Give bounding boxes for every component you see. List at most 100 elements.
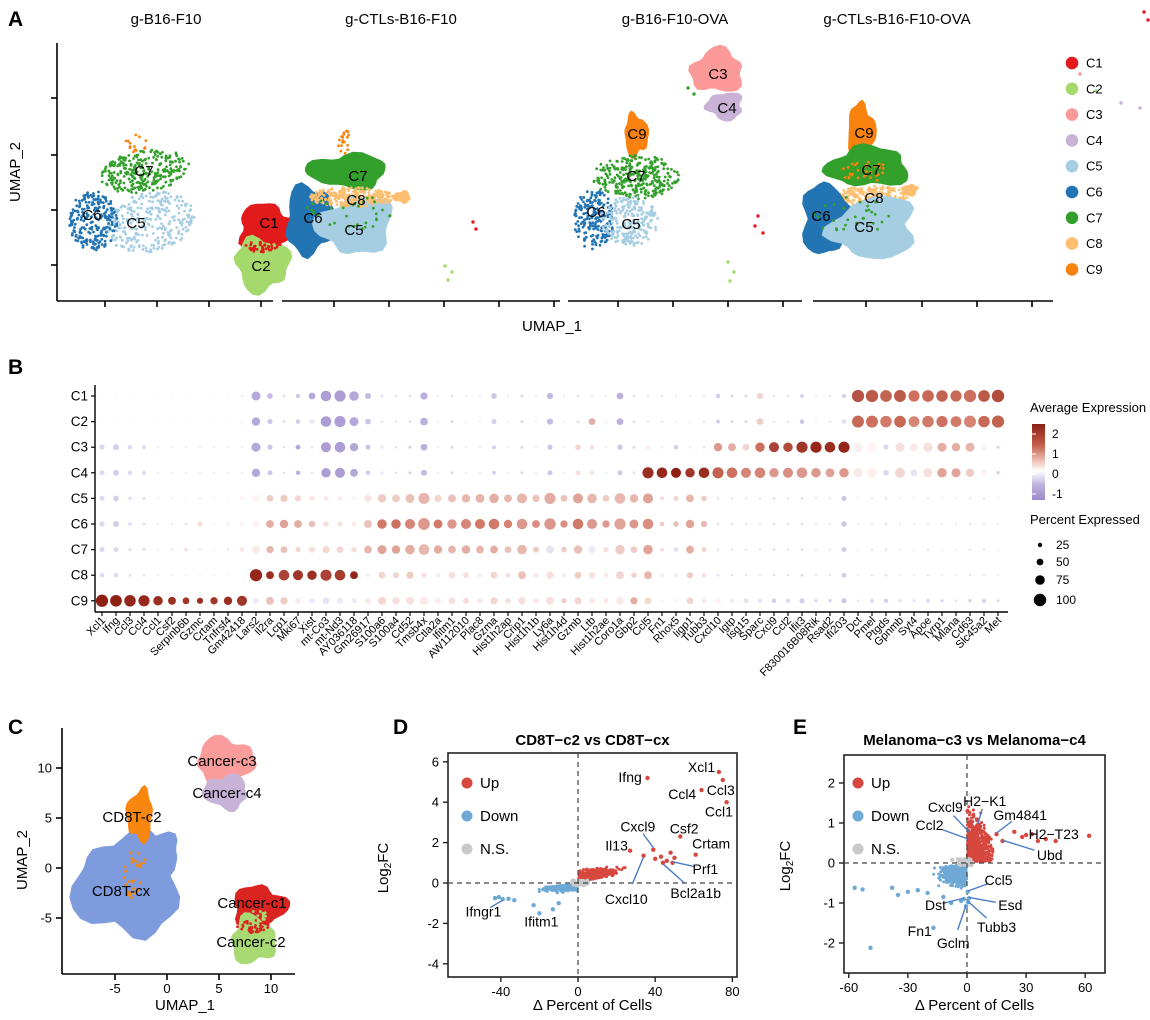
- x-axis-title: UMAP_1: [522, 318, 582, 335]
- y-tick-label: 0: [828, 856, 835, 871]
- panel-c: C 10 5 0 -5 -5 0 5 10 UMAP_1 UMAP_2 CD8T-c2 CD8T-cx C…: [8, 716, 295, 1014]
- x-axis-title: UMAP_1: [155, 997, 215, 1014]
- cluster-blob-C5: [312, 195, 393, 255]
- panel-a-clusters: [68, 10, 1150, 296]
- x-tick-label: -5: [109, 981, 121, 996]
- row-label-C7: C7: [71, 542, 88, 557]
- legend-label-C2: C2: [1086, 81, 1103, 96]
- cluster-label-C8: C8: [864, 190, 883, 207]
- y-tick-label: 1: [828, 816, 835, 831]
- row-label-C1: C1: [71, 389, 88, 404]
- leader-line: [977, 808, 983, 825]
- gene-callout-Cxcl10: Cxcl10: [605, 891, 648, 907]
- legend-label-Down: Down: [871, 808, 909, 825]
- cluster-blob-C3: [688, 44, 743, 92]
- panel-d: D CD8T−c2 vs CD8T−cx -40 0 40 80 6 4 2 0 -2 -4 Ifng X…: [375, 716, 740, 1014]
- cluster-label-C3: C3: [708, 66, 727, 83]
- leader-line: [996, 820, 1013, 834]
- subplot-title-2: g-B16-F10-OVA: [622, 11, 728, 28]
- colorbar-tick: -1: [1052, 487, 1063, 501]
- legend-swatch-Up: [461, 777, 473, 789]
- legend-label-C7: C7: [1086, 210, 1103, 225]
- cluster-label-Cancer-c2: Cancer-c2: [216, 934, 285, 951]
- gene-callout-Dst: Dst: [925, 897, 946, 913]
- cluster-label-C8: C8: [346, 192, 365, 209]
- subplot-title-1: g-CTLs-B16-F10: [345, 11, 457, 28]
- cluster-blob-C7: [304, 151, 386, 192]
- plot-title: Melanoma−c3 vs Melanoma−c4: [863, 732, 1086, 749]
- cluster-label-C9: C9: [627, 126, 646, 143]
- cluster-blob-CD8T-cx: [121, 831, 178, 884]
- row-label-C6: C6: [71, 517, 88, 532]
- legend-swatch-C8: [1065, 237, 1079, 250]
- row-label-C3: C3: [71, 440, 88, 455]
- stray-dots-C2: [443, 264, 454, 282]
- cluster-scatter-C7: [812, 196, 891, 232]
- percent-dot-100: [1033, 593, 1047, 607]
- legend-swatch-C9: [1065, 263, 1079, 276]
- plot-legend: Up Down N.S.: [852, 775, 909, 858]
- cluster-label-Cancer-c4: Cancer-c4: [192, 785, 261, 802]
- mass-ns: [955, 856, 974, 868]
- x-tick-label: -40: [491, 984, 510, 999]
- stray-dots-C7: [686, 86, 696, 96]
- plot-axes: [839, 782, 1086, 978]
- x-tick-label: 5: [215, 981, 222, 996]
- legend-swatch-N.S.: [461, 843, 473, 855]
- stray-dots-C1: [1142, 10, 1150, 22]
- row-label-C4: C4: [71, 465, 89, 480]
- cluster-blob-C7: [821, 143, 909, 187]
- y-tick-label: -1: [823, 896, 835, 911]
- cluster-scatter-C9: [337, 129, 350, 155]
- gene-callout-Ubd: Ubd: [1037, 847, 1063, 863]
- stray-dots-C4: [1119, 101, 1142, 110]
- x-axis-title: Δ Percent of Cells: [533, 997, 652, 1014]
- cluster-label-C6: C6: [811, 208, 830, 225]
- cluster-label-C7: C7: [348, 168, 367, 185]
- percent-label: 100: [1056, 593, 1076, 607]
- y-tick-label: 0: [432, 876, 439, 891]
- cluster-scatter-C9: [842, 160, 885, 182]
- gene-callout-Tubb3: Tubb3: [977, 919, 1016, 935]
- legend-label-Up: Up: [480, 775, 499, 792]
- leader-line: [967, 883, 989, 892]
- leader-line: [662, 863, 685, 884]
- gene-callout-Csf2: Csf2: [670, 820, 699, 836]
- x-tick-label: -60: [839, 980, 858, 995]
- panel-c-clusters: [69, 734, 291, 965]
- highlight-points-up: [627, 769, 729, 865]
- leader-line: [942, 829, 969, 840]
- y-tick-label: -2: [427, 916, 439, 931]
- percent-expressed-title: Percent Expressed: [1030, 512, 1140, 527]
- x-tick-label: 0: [963, 980, 970, 995]
- gene-callout-Cxcl9: Cxcl9: [620, 818, 655, 834]
- cluster-scatter-C5: [104, 190, 196, 254]
- cluster-label-C5: C5: [621, 216, 640, 233]
- stray-dots-C2: [1094, 89, 1098, 93]
- panel-e: E Melanoma−c3 vs Melanoma−c4 -60 -30 0 30 60 2 1…: [777, 716, 1106, 1014]
- row-label-C2: C2: [71, 414, 88, 429]
- y-tick-label: 6: [432, 754, 439, 769]
- cluster-scatter-C1: [244, 238, 282, 254]
- stray-dots-C1: [753, 214, 765, 235]
- y-tick-label: 2: [432, 835, 439, 850]
- row-label-C8: C8: [71, 568, 88, 583]
- cluster-label-C5: C5: [126, 215, 145, 232]
- gene-callout-Gclm: Gclm: [937, 935, 970, 951]
- legend-swatch-Down: [852, 810, 864, 822]
- cluster-blob-CD8T-c2: [125, 784, 153, 845]
- percent-dot-25: [1037, 542, 1043, 548]
- legend-swatch-Down: [461, 810, 473, 822]
- x-tick-label: 80: [725, 984, 739, 999]
- legend-label-N.S.: N.S.: [871, 841, 900, 858]
- cluster-label-C7: C7: [626, 168, 645, 185]
- gene-callout-Fn1: Fn1: [908, 923, 932, 939]
- subplot-title-0: g-B16-F10: [131, 11, 202, 28]
- leader-line: [642, 833, 654, 849]
- legend-swatch-C6: [1065, 185, 1079, 199]
- cluster-label-CD8T-cx: CD8T-cx: [92, 883, 151, 900]
- x-tick-label: 0: [163, 981, 170, 996]
